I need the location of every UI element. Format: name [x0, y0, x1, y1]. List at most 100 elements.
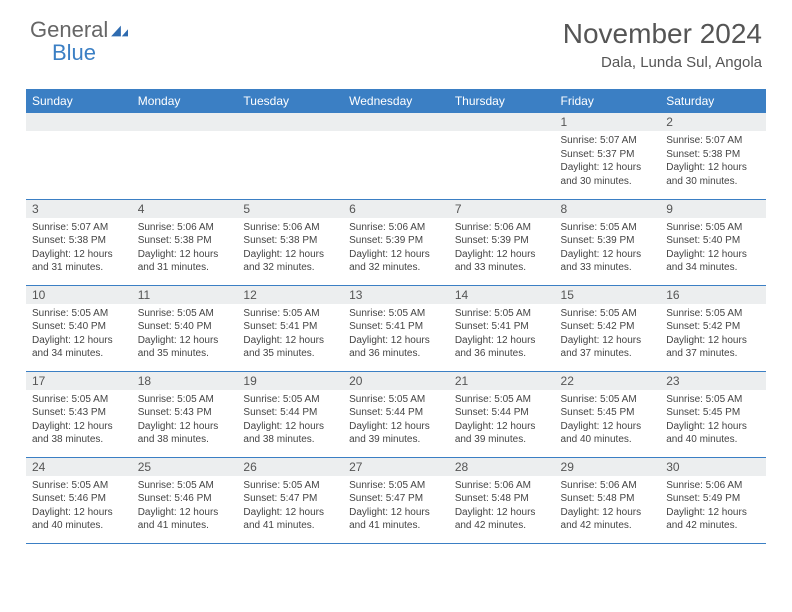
day-content: Sunrise: 5:06 AMSunset: 5:39 PMDaylight:… [449, 218, 555, 280]
day-number: 1 [555, 113, 661, 131]
column-header: Wednesday [343, 89, 449, 113]
day-content: Sunrise: 5:05 AMSunset: 5:44 PMDaylight:… [343, 390, 449, 452]
day-number: 21 [449, 372, 555, 390]
day-number: 19 [237, 372, 343, 390]
day-number: 24 [26, 458, 132, 476]
day-content: Sunrise: 5:06 AMSunset: 5:38 PMDaylight:… [132, 218, 238, 280]
calendar-cell: 22Sunrise: 5:05 AMSunset: 5:45 PMDayligh… [555, 371, 661, 457]
calendar-week-row: 10Sunrise: 5:05 AMSunset: 5:40 PMDayligh… [26, 285, 766, 371]
calendar-cell [449, 113, 555, 199]
calendar-cell: 25Sunrise: 5:05 AMSunset: 5:46 PMDayligh… [132, 457, 238, 543]
column-header: Friday [555, 89, 661, 113]
brand-sail-icon [110, 18, 130, 41]
day-number: 3 [26, 200, 132, 218]
calendar-cell: 6Sunrise: 5:06 AMSunset: 5:39 PMDaylight… [343, 199, 449, 285]
column-header: Saturday [660, 89, 766, 113]
day-content: Sunrise: 5:07 AMSunset: 5:37 PMDaylight:… [555, 131, 661, 193]
day-content: Sunrise: 5:05 AMSunset: 5:41 PMDaylight:… [343, 304, 449, 366]
calendar-week-row: 24Sunrise: 5:05 AMSunset: 5:46 PMDayligh… [26, 457, 766, 543]
day-number: 5 [237, 200, 343, 218]
calendar-cell: 8Sunrise: 5:05 AMSunset: 5:39 PMDaylight… [555, 199, 661, 285]
day-content: Sunrise: 5:05 AMSunset: 5:44 PMDaylight:… [449, 390, 555, 452]
day-content: Sunrise: 5:07 AMSunset: 5:38 PMDaylight:… [660, 131, 766, 193]
day-number: 2 [660, 113, 766, 131]
day-number: 28 [449, 458, 555, 476]
calendar-cell: 20Sunrise: 5:05 AMSunset: 5:44 PMDayligh… [343, 371, 449, 457]
day-content: Sunrise: 5:05 AMSunset: 5:47 PMDaylight:… [237, 476, 343, 538]
day-number: 8 [555, 200, 661, 218]
day-number [343, 113, 449, 131]
calendar-cell: 16Sunrise: 5:05 AMSunset: 5:42 PMDayligh… [660, 285, 766, 371]
day-content: Sunrise: 5:06 AMSunset: 5:38 PMDaylight:… [237, 218, 343, 280]
calendar-cell [343, 113, 449, 199]
calendar-week-row: 1Sunrise: 5:07 AMSunset: 5:37 PMDaylight… [26, 113, 766, 199]
location-subtitle: Dala, Lunda Sul, Angola [563, 54, 762, 71]
calendar-cell: 21Sunrise: 5:05 AMSunset: 5:44 PMDayligh… [449, 371, 555, 457]
day-content: Sunrise: 5:06 AMSunset: 5:48 PMDaylight:… [449, 476, 555, 538]
calendar-cell: 27Sunrise: 5:05 AMSunset: 5:47 PMDayligh… [343, 457, 449, 543]
day-content: Sunrise: 5:07 AMSunset: 5:38 PMDaylight:… [26, 218, 132, 280]
day-number: 11 [132, 286, 238, 304]
day-number: 15 [555, 286, 661, 304]
day-content: Sunrise: 5:05 AMSunset: 5:47 PMDaylight:… [343, 476, 449, 538]
column-header: Tuesday [237, 89, 343, 113]
day-number: 23 [660, 372, 766, 390]
day-content: Sunrise: 5:05 AMSunset: 5:45 PMDaylight:… [555, 390, 661, 452]
day-number: 27 [343, 458, 449, 476]
calendar-cell: 11Sunrise: 5:05 AMSunset: 5:40 PMDayligh… [132, 285, 238, 371]
calendar-cell [26, 113, 132, 199]
calendar-cell: 17Sunrise: 5:05 AMSunset: 5:43 PMDayligh… [26, 371, 132, 457]
page-header: GeneralBlue November 2024 Dala, Lunda Su… [0, 0, 792, 77]
calendar-cell: 4Sunrise: 5:06 AMSunset: 5:38 PMDaylight… [132, 199, 238, 285]
day-content: Sunrise: 5:05 AMSunset: 5:40 PMDaylight:… [26, 304, 132, 366]
day-number: 22 [555, 372, 661, 390]
day-number: 18 [132, 372, 238, 390]
day-number: 10 [26, 286, 132, 304]
day-number [449, 113, 555, 131]
day-number [237, 113, 343, 131]
calendar-cell: 23Sunrise: 5:05 AMSunset: 5:45 PMDayligh… [660, 371, 766, 457]
day-number: 29 [555, 458, 661, 476]
calendar-cell: 19Sunrise: 5:05 AMSunset: 5:44 PMDayligh… [237, 371, 343, 457]
title-block: November 2024 Dala, Lunda Sul, Angola [563, 18, 762, 71]
calendar-cell: 12Sunrise: 5:05 AMSunset: 5:41 PMDayligh… [237, 285, 343, 371]
calendar-cell [132, 113, 238, 199]
brand-blue: Blue [30, 40, 96, 65]
month-title: November 2024 [563, 18, 762, 50]
calendar-cell: 3Sunrise: 5:07 AMSunset: 5:38 PMDaylight… [26, 199, 132, 285]
day-content: Sunrise: 5:05 AMSunset: 5:42 PMDaylight:… [660, 304, 766, 366]
calendar-cell: 15Sunrise: 5:05 AMSunset: 5:42 PMDayligh… [555, 285, 661, 371]
calendar-cell: 28Sunrise: 5:06 AMSunset: 5:48 PMDayligh… [449, 457, 555, 543]
day-content: Sunrise: 5:05 AMSunset: 5:41 PMDaylight:… [237, 304, 343, 366]
day-content: Sunrise: 5:05 AMSunset: 5:40 PMDaylight:… [660, 218, 766, 280]
day-content: Sunrise: 5:05 AMSunset: 5:43 PMDaylight:… [26, 390, 132, 452]
day-content: Sunrise: 5:06 AMSunset: 5:39 PMDaylight:… [343, 218, 449, 280]
calendar-cell: 2Sunrise: 5:07 AMSunset: 5:38 PMDaylight… [660, 113, 766, 199]
calendar-cell: 14Sunrise: 5:05 AMSunset: 5:41 PMDayligh… [449, 285, 555, 371]
column-header: Monday [132, 89, 238, 113]
day-number: 30 [660, 458, 766, 476]
calendar-cell: 5Sunrise: 5:06 AMSunset: 5:38 PMDaylight… [237, 199, 343, 285]
column-header: Thursday [449, 89, 555, 113]
day-number: 25 [132, 458, 238, 476]
day-content: Sunrise: 5:06 AMSunset: 5:48 PMDaylight:… [555, 476, 661, 538]
day-number: 4 [132, 200, 238, 218]
calendar-cell: 1Sunrise: 5:07 AMSunset: 5:37 PMDaylight… [555, 113, 661, 199]
calendar-week-row: 17Sunrise: 5:05 AMSunset: 5:43 PMDayligh… [26, 371, 766, 457]
day-number: 26 [237, 458, 343, 476]
day-content: Sunrise: 5:05 AMSunset: 5:40 PMDaylight:… [132, 304, 238, 366]
day-number: 9 [660, 200, 766, 218]
calendar-cell: 30Sunrise: 5:06 AMSunset: 5:49 PMDayligh… [660, 457, 766, 543]
calendar-cell: 9Sunrise: 5:05 AMSunset: 5:40 PMDaylight… [660, 199, 766, 285]
calendar-cell: 29Sunrise: 5:06 AMSunset: 5:48 PMDayligh… [555, 457, 661, 543]
day-content: Sunrise: 5:05 AMSunset: 5:41 PMDaylight:… [449, 304, 555, 366]
day-number: 13 [343, 286, 449, 304]
calendar-cell [237, 113, 343, 199]
day-number: 7 [449, 200, 555, 218]
day-content: Sunrise: 5:05 AMSunset: 5:39 PMDaylight:… [555, 218, 661, 280]
day-number: 17 [26, 372, 132, 390]
calendar-cell: 26Sunrise: 5:05 AMSunset: 5:47 PMDayligh… [237, 457, 343, 543]
day-content: Sunrise: 5:05 AMSunset: 5:46 PMDaylight:… [26, 476, 132, 538]
day-number [26, 113, 132, 131]
day-content: Sunrise: 5:06 AMSunset: 5:49 PMDaylight:… [660, 476, 766, 538]
